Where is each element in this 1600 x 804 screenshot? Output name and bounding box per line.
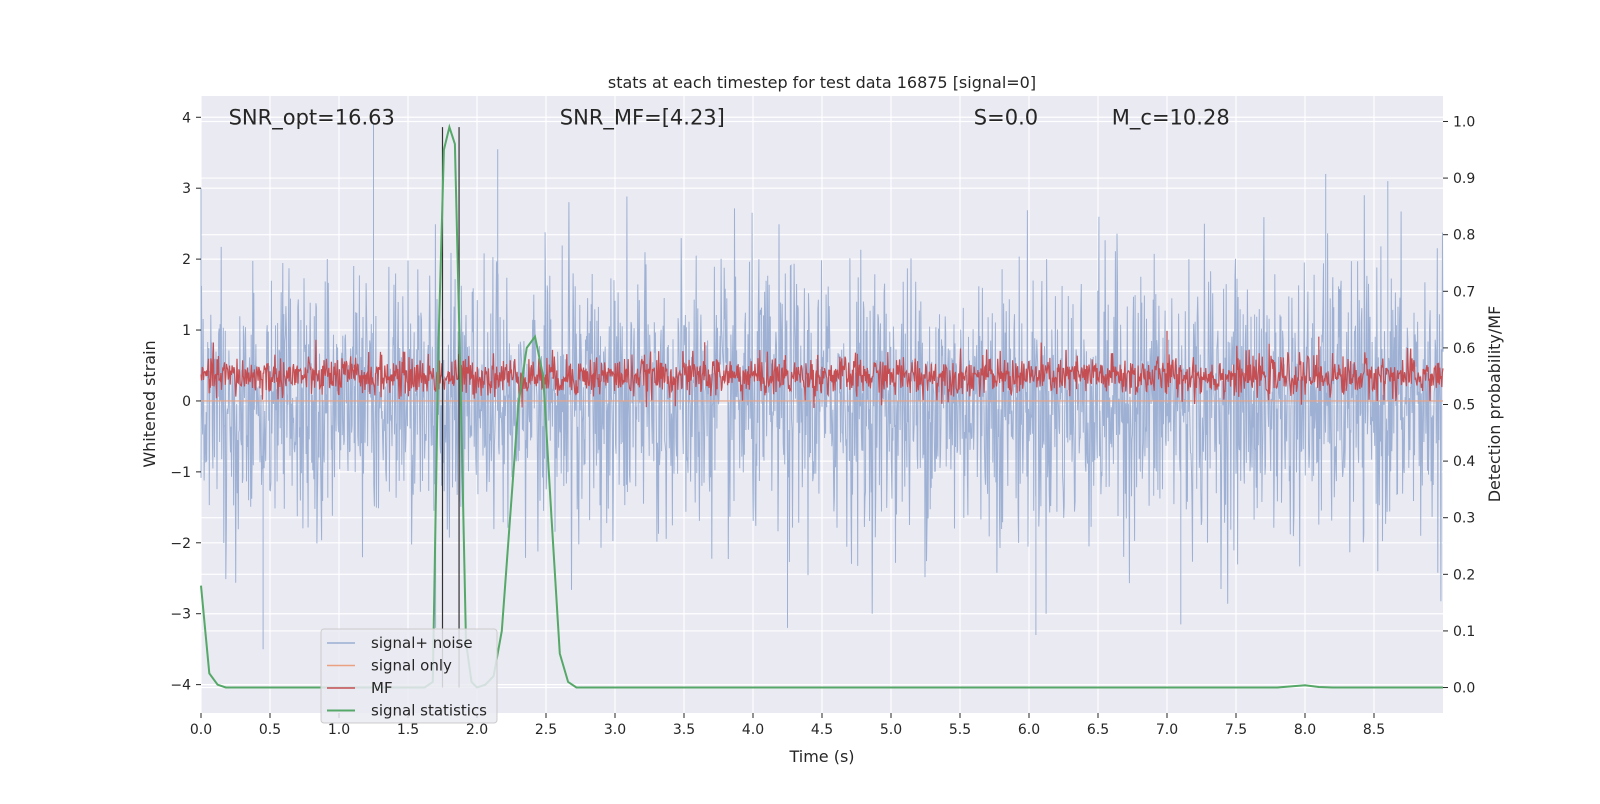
y-tick-label: −3 (170, 607, 191, 623)
y-tick-label: 3 (182, 181, 191, 197)
y2-tick-label: 0.7 (1453, 284, 1475, 300)
y2-axis-label: Detection probability/MF (1485, 306, 1504, 503)
y-axis-ticks: 4 3 2 1 0 −1 −2 −3 −4 (170, 110, 201, 694)
y2-tick-label: 0.6 (1453, 341, 1475, 357)
annotation-snr_mf: SNR_MF=[4.23] (560, 105, 725, 130)
y2-tick-label: 0.8 (1453, 228, 1475, 244)
y-tick-label: 2 (182, 252, 191, 268)
legend-label: signal+ noise (371, 634, 473, 652)
y2-tick-label: 0.2 (1453, 567, 1475, 583)
legend-label: signal only (371, 657, 452, 675)
series-signal-noise (200, 124, 1444, 650)
x-axis-ticks: 0.0 0.5 1.0 1.5 2.0 2.5 3.0 3.5 4.0 4.5 5.0 5.5 6.0 6… (190, 713, 1385, 738)
y2-tick-label: 1.0 (1453, 114, 1475, 130)
legend-label: signal statistics (371, 702, 487, 720)
y-axis-label: Whitened strain (140, 340, 159, 467)
x-tick-label: 0.0 (190, 722, 212, 738)
y-tick-label: 4 (182, 110, 191, 126)
y2-axis-ticks: 1.0 0.9 0.8 0.7 0.6 0.5 0.4 0.3 0.2 0.1 0.0 (1443, 114, 1475, 697)
legend: signal+ noise signal only MF signal statist… (320, 628, 498, 724)
x-tick-label: 5.5 (949, 722, 971, 738)
annotation-mc: M_c=10.28 (1112, 105, 1230, 130)
x-tick-label: 5.0 (880, 722, 902, 738)
x-tick-label: 1.5 (397, 722, 419, 738)
y-tick-label: 1 (182, 323, 191, 339)
y2-tick-label: 0.1 (1453, 624, 1475, 640)
x-tick-label: 1.0 (328, 722, 350, 738)
x-tick-label: 3.0 (604, 722, 626, 738)
y2-tick-label: 0.0 (1453, 681, 1475, 697)
annotations: SNR_opt=16.63 SNR_MF=[4.23] S=0.0 M_c=10.28 (229, 105, 1230, 130)
y-tick-label: 0 (182, 394, 191, 410)
x-tick-label: 0.5 (259, 722, 281, 738)
x-tick-label: 6.5 (1087, 722, 1109, 738)
y2-tick-label: 0.5 (1453, 398, 1475, 414)
x-axis-label: Time (s) (788, 747, 854, 766)
x-tick-label: 2.0 (466, 722, 488, 738)
x-tick-label: 4.5 (811, 722, 833, 738)
y-tick-label: −2 (170, 536, 191, 552)
y2-tick-label: 0.3 (1453, 511, 1475, 527)
x-tick-label: 6.0 (1018, 722, 1040, 738)
legend-box (320, 628, 498, 724)
y-tick-label: −1 (170, 465, 191, 481)
y2-tick-label: 0.4 (1453, 454, 1475, 470)
x-tick-label: 3.5 (673, 722, 695, 738)
x-tick-label: 7.5 (1225, 722, 1247, 738)
x-tick-label: 4.0 (742, 722, 764, 738)
y-tick-label: −4 (170, 678, 191, 694)
x-tick-label: 7.0 (1156, 722, 1178, 738)
y2-tick-label: 0.9 (1453, 171, 1475, 187)
legend-label: MF (371, 679, 393, 697)
chart-title: stats at each timestep for test data 168… (608, 73, 1036, 92)
series-line-signal-noise (200, 124, 1444, 650)
x-tick-label: 8.0 (1294, 722, 1316, 738)
x-tick-label: 2.5 (535, 722, 557, 738)
annotation-snr_opt: SNR_opt=16.63 (229, 105, 395, 130)
x-tick-label: 8.5 (1363, 722, 1385, 738)
annotation-s: S=0.0 (974, 105, 1038, 129)
